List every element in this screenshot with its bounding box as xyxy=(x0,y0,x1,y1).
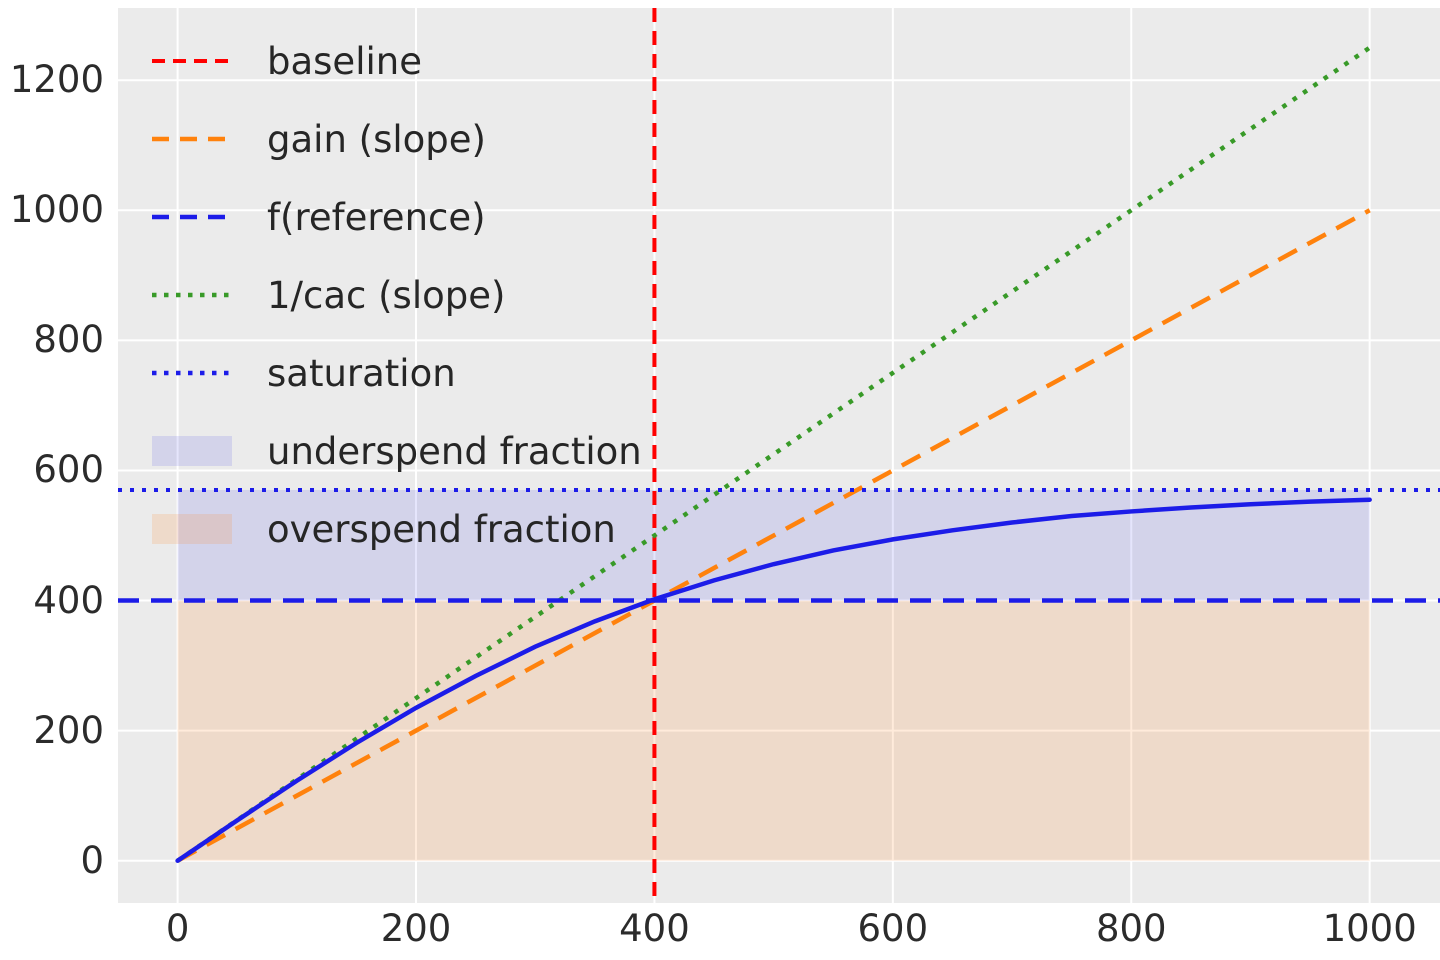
x-tick-label: 400 xyxy=(619,907,690,950)
plot-canvas xyxy=(118,8,1440,903)
plot-area: baseline gain (slope) f(reference) 1/cac… xyxy=(118,8,1440,903)
y-tick-label: 1200 xyxy=(9,58,104,102)
legend-label: overspend fraction xyxy=(267,507,616,551)
y-tick-label: 200 xyxy=(33,708,104,752)
y-tick-label: 400 xyxy=(33,578,104,622)
legend-label: saturation xyxy=(267,351,456,395)
x-tick-label: 800 xyxy=(1095,907,1167,950)
x-tick-label: 1000 xyxy=(1322,907,1417,950)
f-reference-line-swatch xyxy=(152,214,232,220)
underspend-patch-swatch xyxy=(152,436,232,466)
legend-item-underspend: underspend fraction xyxy=(150,412,642,490)
y-tick-label: 0 xyxy=(80,838,104,882)
y-tick-label: 1000 xyxy=(9,188,104,232)
saturation-line-swatch xyxy=(152,370,232,376)
legend-item-f-reference: f(reference) xyxy=(150,178,642,256)
baseline-line-swatch xyxy=(152,59,232,63)
legend-label: gain (slope) xyxy=(267,117,486,161)
legend-label: baseline xyxy=(267,39,422,83)
x-tick-label: 0 xyxy=(165,907,190,950)
legend-item-baseline: baseline xyxy=(150,22,642,100)
overspend-patch-swatch xyxy=(152,514,232,544)
x-tick-label: 600 xyxy=(857,907,929,950)
y-tick-label: 800 xyxy=(33,318,104,362)
legend-label: f(reference) xyxy=(267,195,486,239)
x-tick-label: 200 xyxy=(380,907,452,950)
legend-item-saturation: saturation xyxy=(150,334,642,412)
legend: baseline gain (slope) f(reference) 1/cac… xyxy=(150,22,642,568)
inv-cac-line xyxy=(176,45,1371,863)
gain-line-swatch xyxy=(152,136,232,142)
legend-item-overspend: overspend fraction xyxy=(150,490,642,568)
legend-label: 1/cac (slope) xyxy=(267,273,506,317)
overspend-region xyxy=(177,600,1370,861)
legend-item-gain: gain (slope) xyxy=(150,100,642,178)
inv-cac-line-swatch xyxy=(152,292,232,298)
legend-label: underspend fraction xyxy=(267,429,642,473)
y-tick-label: 600 xyxy=(33,448,104,492)
response-curve xyxy=(175,497,1372,863)
gain-line xyxy=(176,208,1371,863)
legend-item-inv-cac: 1/cac (slope) xyxy=(150,256,642,334)
